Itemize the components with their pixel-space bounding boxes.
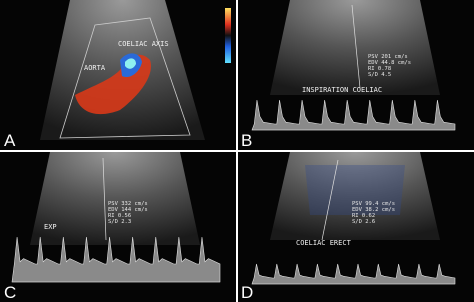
cursor-line bbox=[321, 159, 339, 241]
color-box bbox=[305, 165, 405, 215]
measurement: EDV 44.8 cm/s bbox=[368, 60, 411, 66]
spectral-waveform bbox=[251, 99, 456, 131]
annotation: INSPIRATION COELIAC bbox=[302, 86, 382, 94]
panel-letter: A bbox=[4, 131, 16, 150]
annotation: COELIAC AXIS bbox=[118, 40, 169, 48]
measurement: RI 0.56 bbox=[108, 213, 131, 219]
cursor-line bbox=[351, 4, 361, 89]
measurement: EDV 144 cm/s bbox=[108, 207, 148, 213]
ultrasound-sector bbox=[270, 0, 440, 95]
annotation: AORTA bbox=[84, 64, 106, 72]
measurement: PSV 99.4 cm/s bbox=[352, 201, 395, 207]
spectral-waveform bbox=[11, 236, 221, 283]
panel-letter: B bbox=[241, 131, 252, 150]
measurement: PSV 332 cm/s bbox=[108, 201, 148, 207]
ultrasound-sector bbox=[30, 152, 200, 245]
cursor-line bbox=[102, 157, 107, 241]
annotation: EXP bbox=[44, 223, 57, 231]
annotation: COELIAC ERECT bbox=[296, 239, 352, 247]
measurement: S/D 2.3 bbox=[108, 219, 131, 225]
measurement: S/D 4.5 bbox=[368, 72, 391, 78]
measurement: S/D 2.6 bbox=[352, 219, 375, 225]
measurement: EDV 38.2 cm/s bbox=[352, 207, 395, 213]
panel-letter: D bbox=[241, 283, 253, 302]
color-scale bbox=[225, 8, 231, 63]
ultrasound-sector bbox=[270, 152, 440, 240]
measurement: RI 0.78 bbox=[368, 66, 391, 72]
spectral-waveform bbox=[251, 263, 456, 285]
color-box bbox=[59, 17, 191, 139]
panel-letter: C bbox=[4, 283, 16, 302]
measurement: PSV 201 cm/s bbox=[368, 54, 408, 60]
doppler-flow bbox=[125, 58, 136, 69]
measurement: RI 0.62 bbox=[352, 213, 375, 219]
